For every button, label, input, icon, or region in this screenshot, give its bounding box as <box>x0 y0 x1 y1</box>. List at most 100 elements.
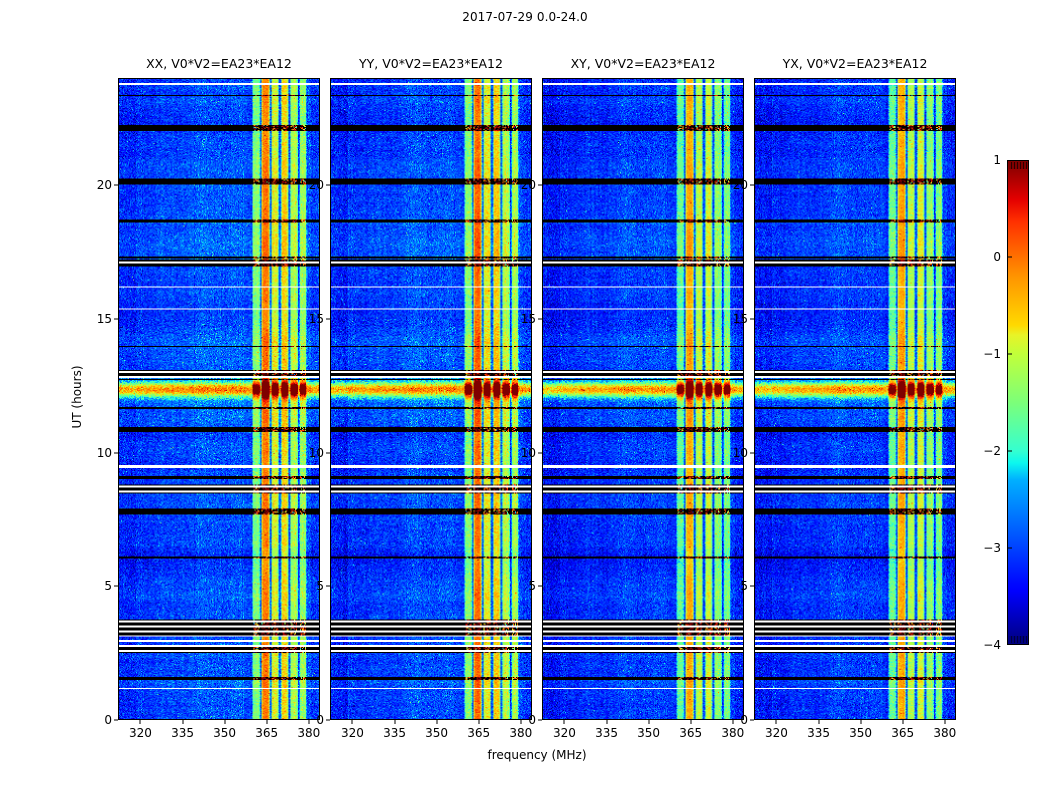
subplot-title-xy: XY, V0*V2=EA23*EA12 <box>570 56 716 71</box>
x-tick-mark <box>860 720 862 724</box>
y-tick-label: 5 <box>740 579 748 594</box>
x-tick-mark <box>436 720 438 724</box>
x-tick-label: 335 <box>595 726 618 740</box>
x-tick-label: 380 <box>297 726 321 740</box>
heatmap-pixels <box>755 79 955 719</box>
x-tick-mark <box>351 720 353 724</box>
x-tick-mark <box>775 720 777 724</box>
subplot-xx[interactable]: XX, V0*V2=EA23*EA12 0 5 10 15 20 320 335 350 365 3… <box>97 56 321 740</box>
colorbar-tick-label: −3 <box>983 541 1001 555</box>
y-tick-label: 10 <box>308 445 324 460</box>
x-tick-mark <box>648 720 650 724</box>
colorbar-tick-mark <box>1007 256 1012 258</box>
spectrogram-image-xy <box>542 78 744 720</box>
y-tick-label: 15 <box>308 311 324 326</box>
x-tick-label: 335 <box>171 726 194 740</box>
x-tick-mark <box>563 720 565 724</box>
subplot-yy[interactable]: YY, V0*V2=EA23*EA12 0 5 10 15 20 320 335 350 365 3… <box>309 56 533 740</box>
y-tick-mark <box>326 719 330 721</box>
x-tick-mark <box>818 720 820 724</box>
colorbar-tick-label: 0 <box>993 250 1001 264</box>
x-tick-label: 380 <box>933 726 957 740</box>
x-tick-label: 320 <box>764 726 788 740</box>
y-tick-label: 20 <box>96 178 112 192</box>
y-tick-mark <box>750 318 754 320</box>
colorbar[interactable]: 10−1−2−3−4 log10 amplitude <box>983 153 1029 652</box>
colorbar-tick-label: −4 <box>983 638 1001 652</box>
x-tick-label: 380 <box>509 726 533 740</box>
x-tick-label: 320 <box>340 726 364 740</box>
y-tick-mark <box>538 184 542 186</box>
x-tick-mark <box>266 720 268 724</box>
x-tick-mark <box>732 720 734 724</box>
y-tick-mark <box>114 184 118 186</box>
y-tick-label: 15 <box>520 311 536 326</box>
subplot-title-xx: XX, V0*V2=EA23*EA12 <box>146 56 292 71</box>
x-tick-mark <box>902 720 904 724</box>
y-tick-mark <box>538 318 542 320</box>
y-tick-mark <box>538 719 542 721</box>
colorbar-over-marker <box>1009 162 1027 169</box>
x-tick-mark <box>394 720 396 724</box>
x-tick-label: 365 <box>467 726 491 740</box>
y-tick-mark <box>326 318 330 320</box>
subplot-title-yx: YX, V0*V2=EA23*EA12 <box>782 56 928 71</box>
heatmap-pixels <box>119 79 319 719</box>
spectrogram-image-yx <box>754 78 956 720</box>
y-tick-label: 20 <box>732 178 748 192</box>
y-tick-label: 0 <box>104 713 112 727</box>
y-tick-label: 15 <box>96 311 112 326</box>
x-tick-mark <box>139 720 141 724</box>
y-tick-label: 0 <box>528 713 536 727</box>
spectrogram-image-yy <box>330 78 532 720</box>
y-tick-mark <box>326 452 330 453</box>
x-tick-label: 350 <box>213 726 237 740</box>
y-axis-label: UT (hours) <box>70 365 84 429</box>
x-tick-label: 350 <box>425 726 449 740</box>
x-tick-label: 365 <box>679 726 703 740</box>
y-tick-label: 5 <box>104 579 112 594</box>
colorbar-under-marker <box>1009 636 1027 643</box>
y-tick-label: 10 <box>520 445 536 460</box>
x-tick-label: 350 <box>849 726 873 740</box>
y-tick-mark <box>114 585 118 587</box>
y-tick-mark <box>114 452 118 453</box>
y-tick-mark <box>326 184 330 186</box>
y-tick-mark <box>538 452 542 453</box>
x-tick-mark <box>520 720 522 724</box>
x-tick-mark <box>224 720 226 724</box>
y-tick-mark <box>326 585 330 587</box>
y-tick-label: 5 <box>316 579 324 594</box>
spectrogram-image-xx <box>118 78 320 720</box>
y-tick-label: 0 <box>316 713 324 727</box>
x-tick-mark <box>182 720 184 724</box>
x-tick-mark <box>308 720 310 724</box>
colorbar-tick-mark <box>1007 450 1012 452</box>
y-tick-label: 0 <box>740 713 748 727</box>
y-tick-mark <box>750 184 754 186</box>
colorbar-tick-label: −1 <box>983 347 1001 361</box>
x-tick-mark <box>478 720 480 724</box>
subplot-yx[interactable]: YX, V0*V2=EA23*EA12 0 5 10 15 20 320 335 350 365 3… <box>733 56 957 740</box>
y-tick-mark <box>114 719 118 721</box>
x-axis-label: frequency (MHz) <box>487 748 587 762</box>
x-tick-mark <box>606 720 608 724</box>
y-tick-mark <box>114 318 118 320</box>
y-tick-label: 5 <box>528 579 536 594</box>
x-tick-label: 380 <box>721 726 745 740</box>
x-tick-label: 365 <box>891 726 915 740</box>
heatmap-pixels <box>543 79 743 719</box>
x-tick-label: 320 <box>128 726 152 740</box>
x-tick-label: 335 <box>383 726 406 740</box>
y-tick-mark <box>538 585 542 587</box>
y-tick-label: 10 <box>732 445 748 460</box>
colorbar-tick-label: 1 <box>993 153 1001 167</box>
colorbar-gradient <box>1007 160 1029 645</box>
figure-suptitle: 2017-07-29 0.0-24.0 <box>462 10 588 24</box>
subplot-xy[interactable]: XY, V0*V2=EA23*EA12 0 5 10 15 20 320 335 350 365 3… <box>521 56 745 740</box>
subplot-title-yy: YY, V0*V2=EA23*EA12 <box>359 56 503 71</box>
y-tick-label: 20 <box>520 178 536 192</box>
x-tick-label: 335 <box>807 726 830 740</box>
colorbar-tick-mark <box>1007 353 1012 355</box>
